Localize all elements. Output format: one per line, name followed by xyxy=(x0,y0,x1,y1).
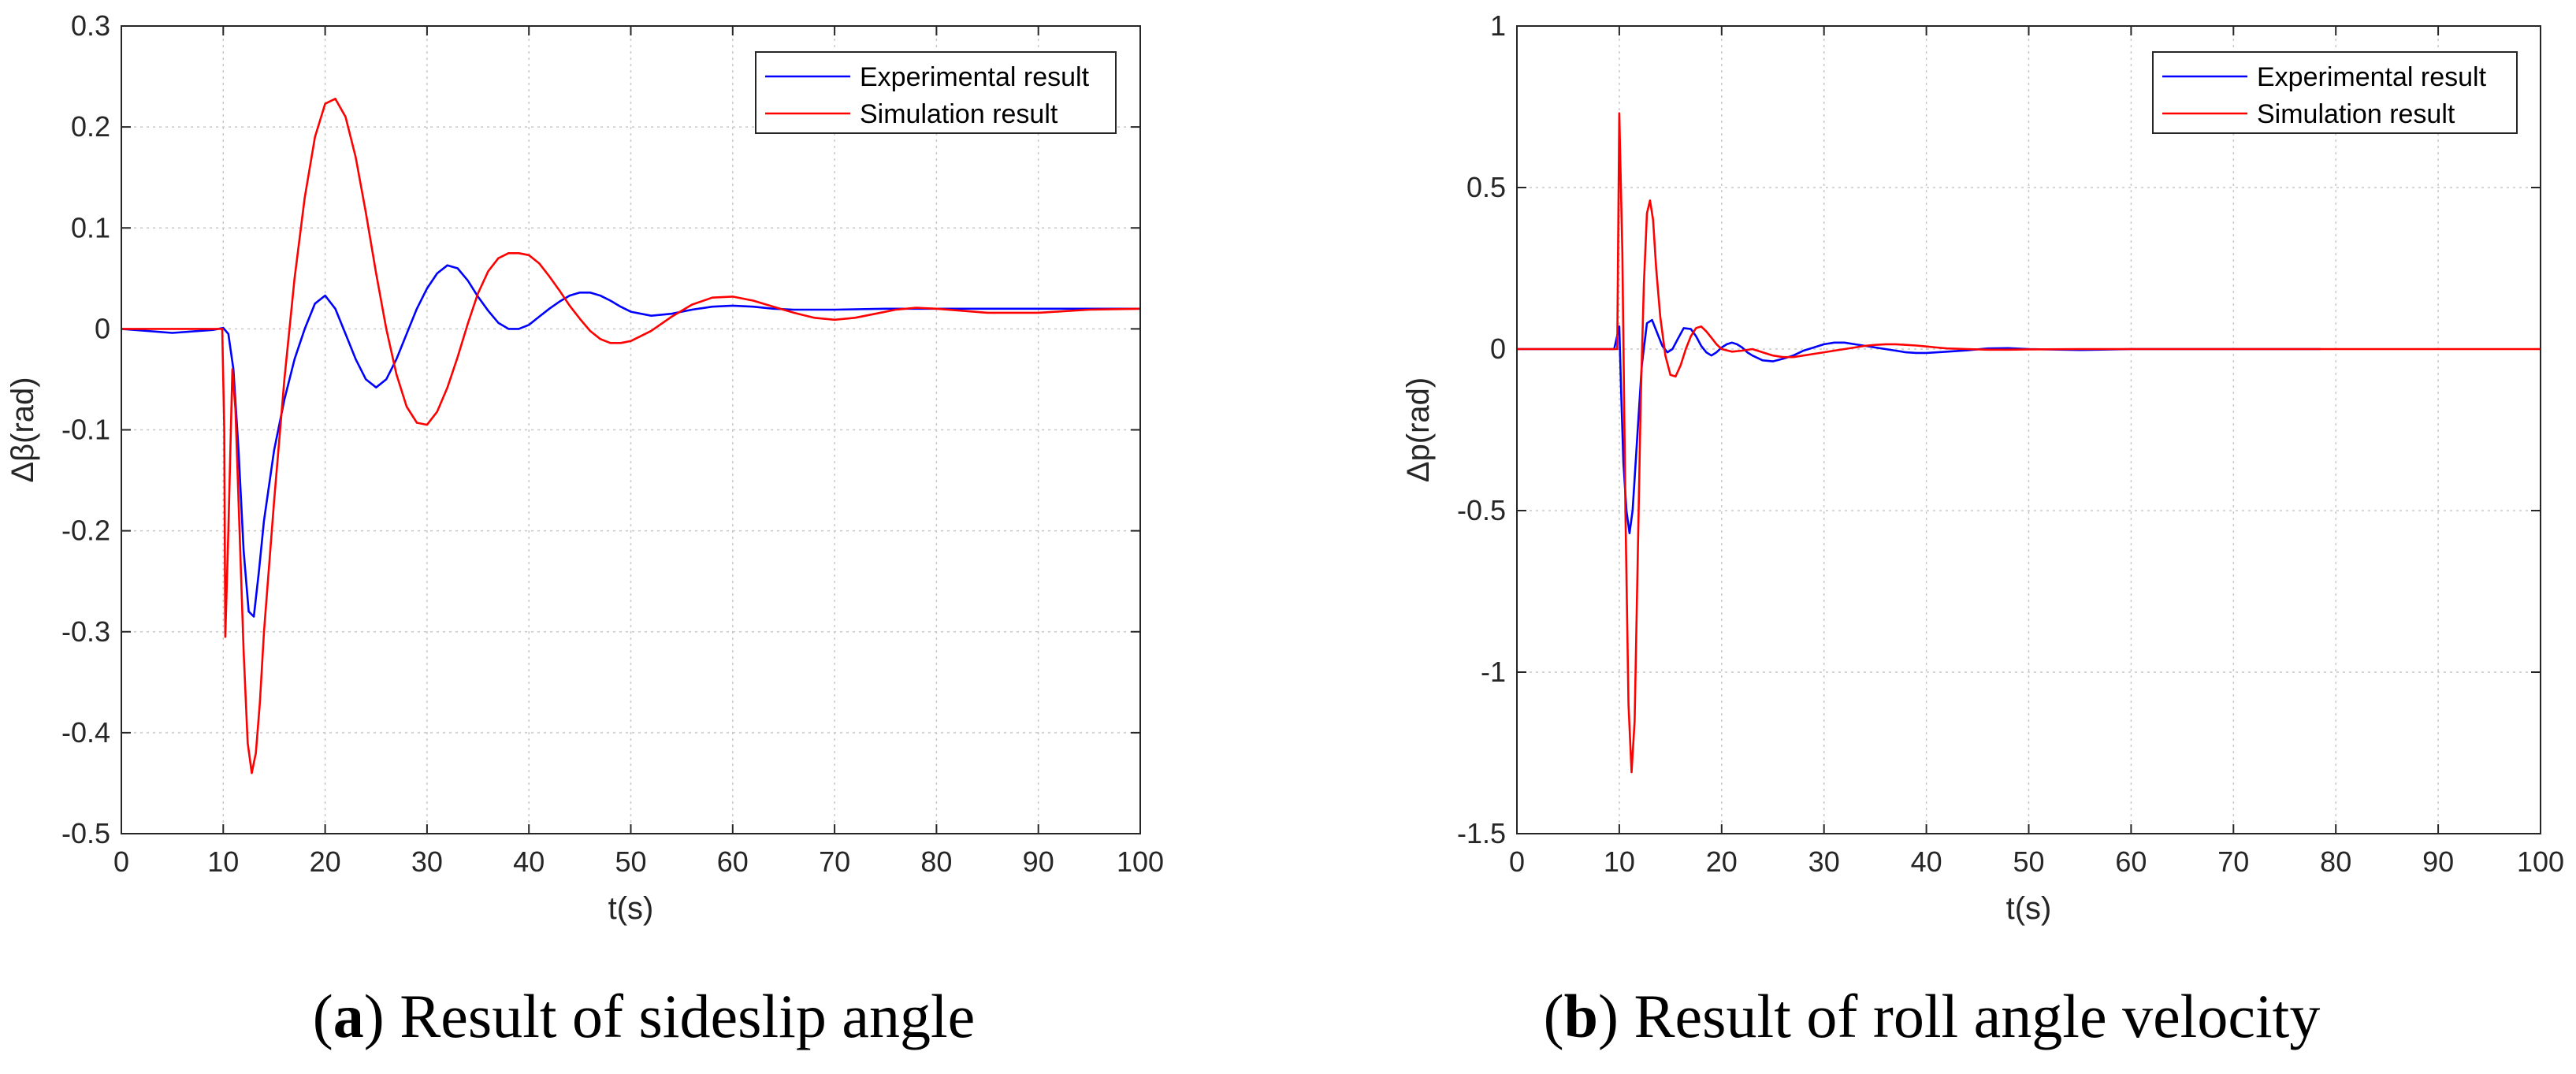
x-axis-label: t(s) xyxy=(2006,891,2052,926)
x-tick-label: 70 xyxy=(819,845,850,878)
caption-b: (b) Result of roll angle velocity xyxy=(1543,982,2321,1050)
legend-box xyxy=(2152,51,2518,134)
caption-b-letter: b xyxy=(1563,982,1599,1050)
y-tick-label: -0.4 xyxy=(61,716,110,749)
x-tick-label: 20 xyxy=(1706,845,1738,878)
x-tick-label: 40 xyxy=(513,845,545,878)
x-tick-label: 50 xyxy=(615,845,646,878)
legend-label: Experimental result xyxy=(2257,62,2487,92)
y-tick-label: 0.5 xyxy=(1466,171,1506,203)
series-line-simulation xyxy=(121,98,1140,775)
axes-frame xyxy=(1516,25,2541,834)
legend-box xyxy=(755,51,1117,134)
y-tick-label: -0.1 xyxy=(61,414,110,446)
x-tick-label: 70 xyxy=(2217,845,2249,878)
y-tick-label: 0 xyxy=(1490,333,1506,365)
chart-a: 0 10 20 30 40 50 60 70 80 90 100 -0.5 -0.4 -0.3 -0.2 -0… xyxy=(6,9,1164,926)
y-tick-label: -0.5 xyxy=(1457,494,1506,526)
caption-b-text: ) Result of roll angle velocity xyxy=(1598,982,2321,1050)
y-tick-label: 0 xyxy=(95,312,110,344)
y-tick-label: 0.3 xyxy=(71,9,110,42)
y-tick-label: 1 xyxy=(1490,9,1506,42)
x-tick-label: 50 xyxy=(2013,845,2044,878)
x-tick-label: 20 xyxy=(310,845,341,878)
x-tick-label: 100 xyxy=(1117,845,1164,878)
y-tick-label: -0.2 xyxy=(61,515,110,547)
caption-a: (a) Result of sideslip angle xyxy=(312,982,976,1050)
legend: Experimental result Simulation result xyxy=(755,51,1117,134)
axes-frame xyxy=(121,25,1141,834)
legend-label: Simulation result xyxy=(2257,99,2455,129)
y-tick-label: 0.1 xyxy=(71,211,110,243)
x-tick-label: 90 xyxy=(2422,845,2454,878)
chart-b: 0 10 20 30 40 50 60 70 80 90 100 -1.5 -1 -0.5 0 0.5 1 t(s… xyxy=(1401,9,2564,926)
y-tick-label: -0.3 xyxy=(61,615,110,648)
series-line-experimental xyxy=(121,264,1140,618)
x-axis-label: t(s) xyxy=(608,891,654,926)
x-tick-label: 10 xyxy=(207,845,239,878)
x-tick-label: 100 xyxy=(2517,845,2564,878)
x-tick-label: 0 xyxy=(1509,845,1525,878)
series-line-simulation xyxy=(1517,112,2541,774)
x-tick-label: 10 xyxy=(1604,845,1635,878)
x-tick-label: 80 xyxy=(920,845,952,878)
x-tick-label: 60 xyxy=(717,845,749,878)
y-tick-label: -1 xyxy=(1481,656,1506,688)
legend: Experimental result Simulation result xyxy=(2152,51,2518,134)
y-tick-label: 0.2 xyxy=(71,110,110,143)
y-tick-label: -0.5 xyxy=(61,817,110,849)
y-axis-label: Δp(rad) xyxy=(1401,377,1436,482)
x-tick-label: 40 xyxy=(1911,845,1942,878)
x-tick-label: 30 xyxy=(1808,845,1840,878)
legend-label: Simulation result xyxy=(860,99,1058,129)
y-tick-label: -1.5 xyxy=(1457,817,1506,849)
legend-label: Experimental result xyxy=(860,62,1090,92)
caption-a-letter: a xyxy=(333,982,364,1050)
series-line-experimental xyxy=(1517,318,2321,534)
caption-a-text: ) Result of sideslip angle xyxy=(363,982,976,1050)
y-axis-label: Δβ(rad) xyxy=(6,377,40,482)
x-tick-label: 60 xyxy=(2115,845,2147,878)
x-tick-label: 0 xyxy=(113,845,129,878)
x-tick-label: 80 xyxy=(2320,845,2351,878)
x-tick-label: 90 xyxy=(1023,845,1054,878)
x-tick-label: 30 xyxy=(411,845,443,878)
